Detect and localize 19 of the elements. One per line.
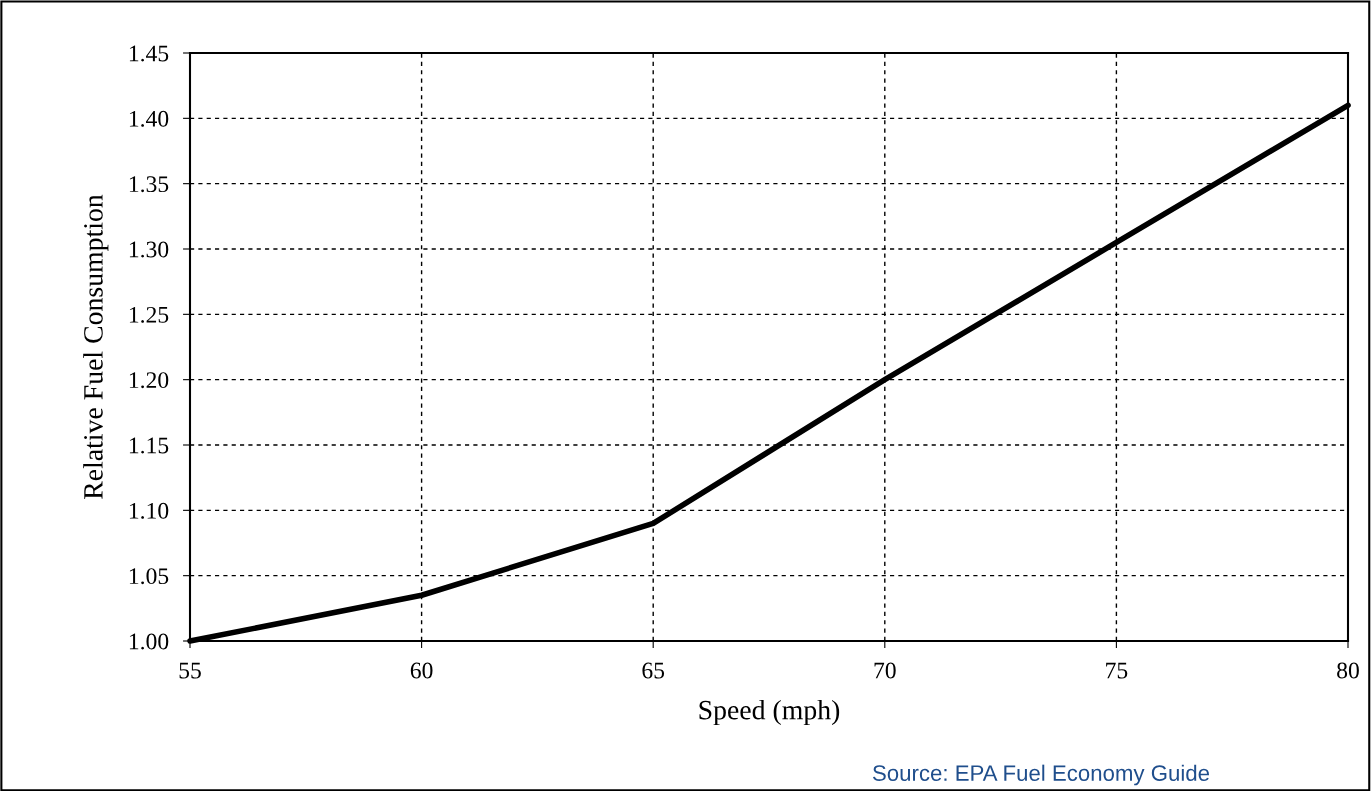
x-tick-label: 75 bbox=[1106, 662, 1128, 679]
y-tick-label: 1.35 bbox=[129, 176, 169, 193]
y-tick-label: 1.05 bbox=[129, 568, 169, 585]
y-tick-label: 1.30 bbox=[129, 241, 169, 258]
x-axis-title: Speed (mph) bbox=[699, 699, 840, 726]
y-tick-label: 1.10 bbox=[129, 502, 169, 519]
y-tick-label: 1.00 bbox=[129, 633, 169, 650]
y-tick-label: 1.45 bbox=[129, 45, 169, 62]
x-tick-label: 70 bbox=[874, 662, 896, 679]
y-tick-label: 1.40 bbox=[129, 110, 169, 127]
source-note: Source: EPA Fuel Economy Guide bbox=[872, 764, 1210, 786]
y-axis-title: Relative Fuel Consumption bbox=[83, 194, 109, 499]
y-tick-label: 1.15 bbox=[129, 437, 169, 454]
x-tick-label: 55 bbox=[179, 662, 201, 679]
x-tick-label: 80 bbox=[1337, 662, 1359, 679]
y-tick-label: 1.25 bbox=[129, 306, 169, 323]
x-tick-label: 65 bbox=[642, 662, 665, 679]
x-tick-label: 60 bbox=[410, 662, 433, 679]
y-tick-label: 1.20 bbox=[129, 372, 169, 389]
